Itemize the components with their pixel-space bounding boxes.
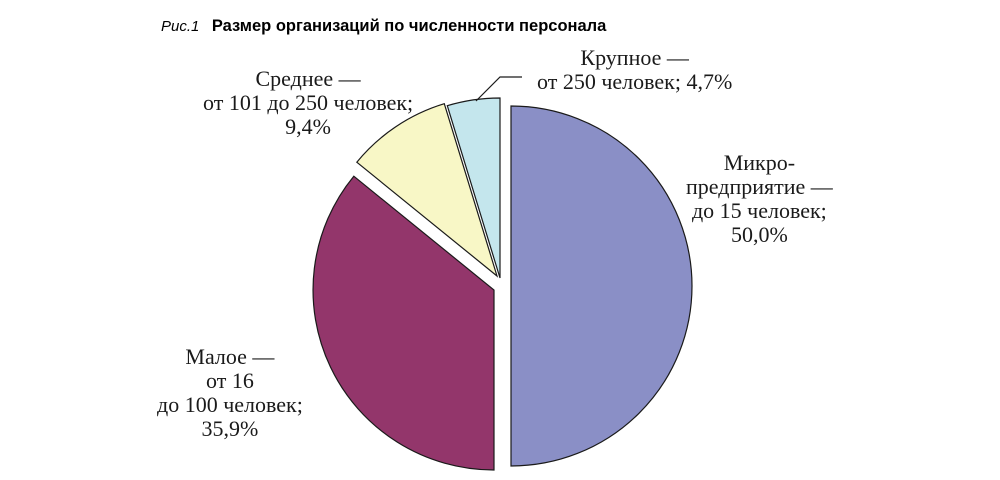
- chart-title: Размер организаций по численности персон…: [211, 17, 607, 35]
- slice-medium: [355, 102, 499, 278]
- label-large-line: Крупное —: [580, 45, 689, 70]
- slice-small: [312, 175, 495, 471]
- label-micro-line: 50,0%: [730, 222, 788, 247]
- label-large: Крупное — от 250 человек; 4,7%: [537, 46, 732, 94]
- slice-large: [446, 97, 501, 279]
- label-medium-line: Среднее —: [255, 66, 361, 91]
- slice-micro: [510, 105, 693, 467]
- label-medium-line: от 101 до 250 человек;: [203, 90, 414, 115]
- label-small-line: 35,9%: [201, 416, 259, 441]
- figure-label: Рис.1: [161, 18, 200, 35]
- label-micro-line: предприятие —: [686, 174, 833, 199]
- label-micro-line: до 15 человек;: [691, 198, 827, 223]
- label-large-line: от 250 человек; 4,7%: [537, 69, 733, 94]
- label-small-line: Малое —: [185, 344, 275, 369]
- figure-caption: Рис.1 Размер организаций по численности …: [161, 17, 606, 36]
- label-small-line: до 100 человек;: [157, 392, 303, 417]
- label-medium: Среднее — от 101 до 250 человек; 9,4%: [203, 67, 413, 139]
- leader-line-large: [475, 76, 522, 102]
- label-small-line: от 16: [206, 368, 254, 393]
- label-micro-line: Микро-: [723, 150, 796, 175]
- label-medium-line: 9,4%: [285, 114, 331, 139]
- label-small: Малое — от 16 до 100 человек; 35,9%: [157, 345, 303, 441]
- label-micro: Микро- предприятие — до 15 человек; 50,0…: [686, 151, 833, 247]
